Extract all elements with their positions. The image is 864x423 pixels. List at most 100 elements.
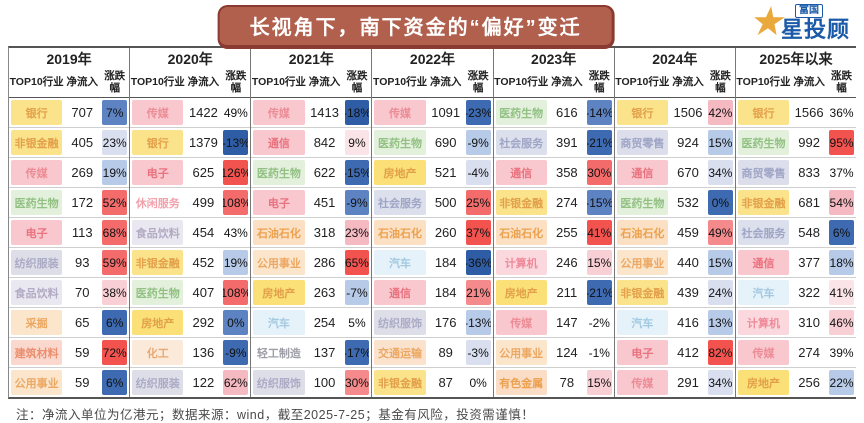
industry-label: 汽车 xyxy=(253,310,305,335)
change-cell: 15% xyxy=(585,368,614,397)
table-row: 化工 136 -9% xyxy=(130,338,251,368)
table-row: 汽车 322 41% xyxy=(735,278,856,308)
inflow-value: 87 xyxy=(438,375,453,390)
industry-label: 石油石化 xyxy=(616,220,668,245)
change-value: -23% xyxy=(465,100,491,125)
change-value: -1% xyxy=(586,340,612,365)
change-cell: 6% xyxy=(100,308,129,337)
inflow-value: 681 xyxy=(798,195,820,210)
inflow-value: 451 xyxy=(313,195,336,210)
table-row: 非银金融 452 19% xyxy=(130,248,251,278)
change-value: 7% xyxy=(102,100,128,125)
inflow-value: 440 xyxy=(677,255,699,270)
industry-cell: 传媒 xyxy=(372,98,427,127)
inflow-value: 690 xyxy=(434,135,457,150)
inflow-cell: 358 xyxy=(549,158,585,187)
change-cell: 30% xyxy=(585,158,614,187)
change-value: -9% xyxy=(344,190,370,215)
inflow-cell: 681 xyxy=(791,188,827,217)
column-headers: TOP10行业 净流入 涨跌幅 xyxy=(9,68,130,98)
inflow-value: 269 xyxy=(71,165,94,180)
change-cell: -14% xyxy=(585,98,614,127)
change-value: 23% xyxy=(102,130,128,155)
table-row: 通信 842 9% xyxy=(251,128,372,158)
industry-label: 商贸零售 xyxy=(616,130,668,155)
inflow-cell: 670 xyxy=(670,158,706,187)
industry-label: 轻工制造 xyxy=(253,340,305,365)
brand-main-label: 星投顾 xyxy=(780,17,850,42)
industry-cell: 社会服务 xyxy=(736,218,791,247)
industry-label: 传媒 xyxy=(374,100,426,125)
change-value: 34% xyxy=(707,160,733,185)
table-row: 医药生物 690 -9% xyxy=(372,128,493,158)
change-cell: 6% xyxy=(100,368,129,397)
industry-label: 房地产 xyxy=(374,160,426,185)
inflow-value: 532 xyxy=(677,195,699,210)
inflow-cell: 274 xyxy=(791,338,827,367)
change-cell: 15% xyxy=(706,248,735,277)
change-value: 19% xyxy=(223,250,249,275)
change-cell: 15% xyxy=(706,128,735,157)
industry-cell: 传媒 xyxy=(736,338,791,367)
inflow-value: 412 xyxy=(677,345,699,360)
industry-label: 电子 xyxy=(253,190,305,215)
change-cell: 65% xyxy=(343,248,372,277)
inflow-value: 358 xyxy=(555,165,578,180)
change-value: 25% xyxy=(465,190,491,215)
industry-label: 房地产 xyxy=(253,280,305,305)
industry-label: 汽车 xyxy=(737,280,790,305)
industry-label: 银行 xyxy=(616,100,668,125)
inflow-value: 416 xyxy=(677,315,699,330)
industry-cell: 纺织服装 xyxy=(9,248,64,277)
industry-label: 社会服务 xyxy=(374,190,426,215)
change-cell: -3% xyxy=(464,338,493,367)
inflow-cell: 1566 xyxy=(791,98,827,127)
change-value: 95% xyxy=(829,130,854,155)
column-header: TOP10行业 xyxy=(9,75,64,88)
change-cell: 25% xyxy=(464,188,493,217)
inflow-value: 124 xyxy=(555,345,578,360)
industry-cell: 电子 xyxy=(615,338,670,367)
industry-label: 非银金融 xyxy=(616,280,668,305)
inflow-cell: 391 xyxy=(549,128,585,157)
change-value: 52% xyxy=(102,190,128,215)
table-row: 轻工制造 137 -17% xyxy=(251,338,372,368)
column-header: 涨跌幅 xyxy=(831,69,853,94)
industry-label: 传媒 xyxy=(132,100,184,125)
change-cell: -7% xyxy=(343,278,372,307)
change-value: 41% xyxy=(829,280,854,305)
column-header: TOP10行业 xyxy=(615,75,670,88)
change-cell: 37% xyxy=(464,218,493,247)
industry-label: 医药生物 xyxy=(132,280,184,305)
inflow-cell: 256 xyxy=(791,368,827,397)
table-row: 医药生物 532 0% xyxy=(614,188,735,218)
inflow-value: 274 xyxy=(798,345,820,360)
inflow-value: 147 xyxy=(555,315,578,330)
year-header: 2024年 xyxy=(652,51,698,67)
table-row: 房地产 263 -7% xyxy=(251,278,372,308)
table-row: 传媒 1091 -23% xyxy=(372,98,493,128)
industry-cell: 纺织服饰 xyxy=(372,308,427,337)
inflow-cell: 1379 xyxy=(185,128,221,157)
industry-label: 非银金融 xyxy=(132,250,184,275)
industry-label: 传媒 xyxy=(495,310,547,335)
inflow-cell: 211 xyxy=(549,278,585,307)
change-cell: 0% xyxy=(706,188,735,217)
inflow-value: 454 xyxy=(192,225,215,240)
inflow-cell: 405 xyxy=(64,128,100,157)
industry-cell: 通信 xyxy=(494,158,549,187)
change-cell: 41% xyxy=(585,218,614,247)
industry-label: 石油石化 xyxy=(374,220,426,245)
change-value: -15% xyxy=(344,160,370,185)
table-row: 汽车 254 5% xyxy=(251,308,372,338)
inflow-value: 500 xyxy=(434,195,457,210)
industry-cell: 非银金融 xyxy=(372,368,427,397)
inflow-cell: 322 xyxy=(791,278,827,307)
change-cell: 54% xyxy=(827,188,856,217)
year-header: 2022年 xyxy=(409,51,456,67)
table-row: 通信 670 34% xyxy=(614,158,735,188)
table-row: 非银金融 681 54% xyxy=(735,188,856,218)
change-cell: 72% xyxy=(100,338,129,367)
table-row: 传媒 269 19% xyxy=(9,158,130,188)
inflow-value: 246 xyxy=(555,255,578,270)
